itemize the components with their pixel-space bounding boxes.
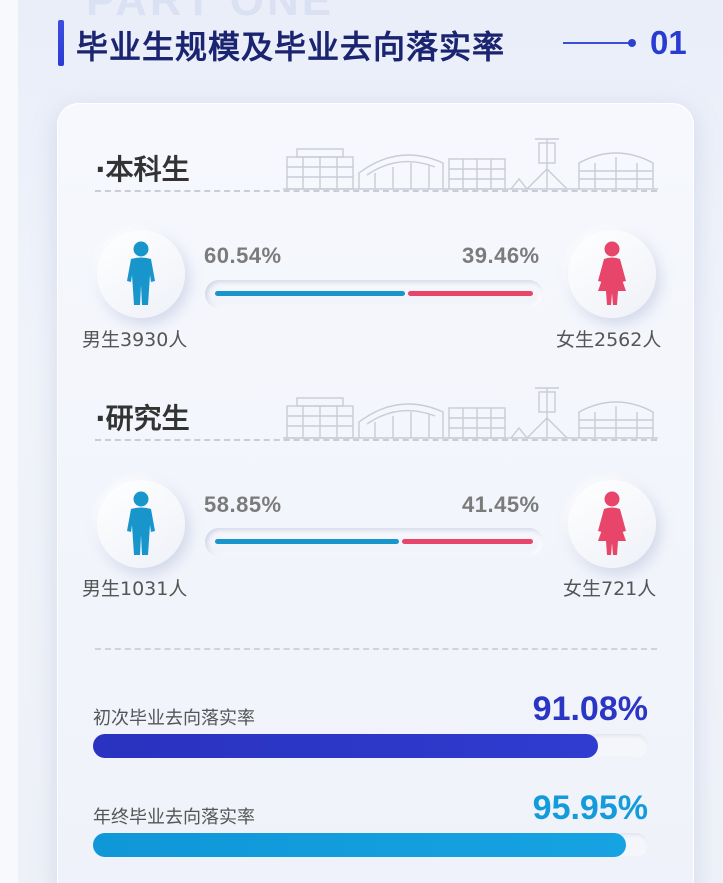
final-rate-value: 95.95% [532, 789, 648, 827]
undergraduate-male-percent: 60.54% [204, 243, 282, 268]
initial-rate-track [93, 734, 648, 758]
section-number: 01 [650, 24, 687, 61]
campus-skyline-icon [283, 387, 658, 439]
header-watermark: PART ONE [86, 0, 335, 25]
campus-skyline-icon [283, 138, 658, 190]
postgraduate-female-bar [402, 539, 533, 544]
undergraduate-female-percent: 39.46% [462, 243, 540, 268]
page-title: 毕业生规模及毕业去向落实率 [76, 28, 506, 66]
female-person-icon [598, 241, 626, 305]
female-person-icon [598, 491, 626, 555]
female-avatar [568, 480, 656, 568]
undergraduate-ratio-track [205, 280, 543, 308]
section-header: PART ONE 毕业生规模及毕业去向落实率 01 [0, 0, 723, 90]
undergraduate-title: ·本科生 [95, 153, 190, 186]
final-rate-label: 年终毕业去向落实率 [93, 807, 255, 828]
initial-rate-label: 初次毕业去向落实率 [93, 708, 255, 729]
male-person-icon [127, 241, 155, 305]
final-rate-track [93, 833, 648, 857]
undergraduate-female-caption: 女生2562人 [556, 329, 662, 351]
postgraduate-ratio-track [205, 528, 543, 556]
postgraduate-title: ·研究生 [95, 402, 190, 435]
undergraduate-divider [95, 190, 657, 192]
undergraduate-male-caption: 男生3930人 [82, 329, 188, 351]
postgraduate-female-caption: 女生721人 [563, 578, 657, 600]
postgraduate-female-percent: 41.45% [462, 492, 540, 517]
postgraduate-male-percent: 58.85% [204, 492, 282, 517]
postgraduate-male-bar [215, 539, 399, 544]
female-avatar [568, 230, 656, 318]
rates-divider [95, 648, 657, 650]
male-avatar [97, 480, 185, 568]
page-left-strip [0, 0, 18, 883]
header-accent-bar [58, 20, 64, 66]
male-person-icon [127, 491, 155, 555]
initial-rate-bar [93, 734, 599, 758]
postgraduate-divider [95, 439, 657, 441]
male-avatar [97, 230, 185, 318]
final-rate-bar [93, 833, 626, 857]
postgraduate-male-caption: 男生1031人 [82, 578, 188, 600]
header-line [563, 42, 633, 44]
initial-rate-value: 91.08% [532, 690, 648, 728]
undergraduate-male-bar [215, 291, 405, 296]
undergraduate-female-bar [408, 291, 533, 296]
header-dot [628, 39, 636, 47]
